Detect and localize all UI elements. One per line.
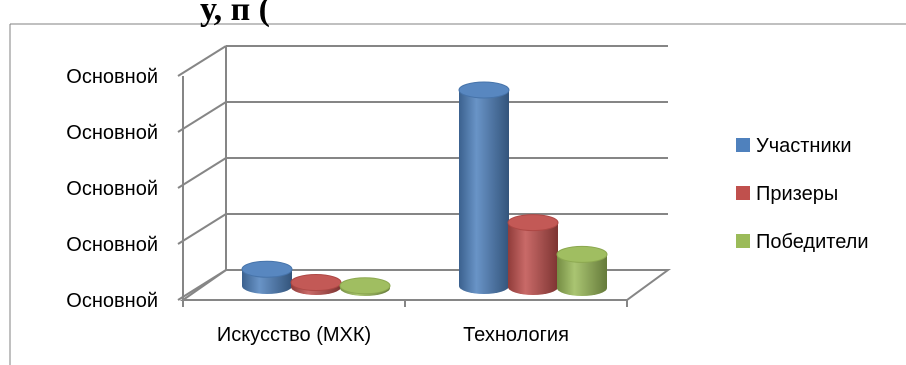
bar-1-1 bbox=[241, 260, 293, 294]
legend-label: Победители bbox=[756, 231, 869, 253]
bar-top bbox=[241, 260, 293, 278]
bar-1-3 bbox=[339, 277, 391, 296]
legend-label: Участники bbox=[756, 135, 852, 157]
bar-body bbox=[557, 254, 607, 296]
bar-1-2 bbox=[290, 274, 342, 295]
x-category-label: Технология bbox=[463, 324, 569, 346]
legend: Участники Призеры Победители bbox=[736, 135, 869, 253]
wall-gridline bbox=[177, 101, 227, 133]
y-axis-ticks: Основной Основной Основной Основной Основной bbox=[66, 66, 158, 312]
bar-top bbox=[556, 245, 608, 263]
legend-swatch bbox=[736, 234, 750, 248]
bar-body bbox=[459, 90, 509, 294]
bar-top bbox=[339, 277, 391, 295]
bar-top bbox=[507, 214, 559, 232]
chart-title-fragment: у, п ( bbox=[200, 0, 270, 28]
legend-swatch bbox=[736, 186, 750, 200]
wall-gridline bbox=[177, 269, 227, 301]
legend-label: Призеры bbox=[756, 183, 838, 205]
y-tick-label: Основной bbox=[66, 290, 158, 312]
bar-2-2 bbox=[507, 214, 559, 295]
bar-2-3 bbox=[556, 245, 608, 296]
y-tick-label: Основной bbox=[66, 122, 158, 144]
bars bbox=[241, 81, 608, 296]
bar-top bbox=[458, 81, 510, 99]
x-category-label: Искусство (МХК) bbox=[217, 324, 371, 346]
y-tick-label: Основной bbox=[66, 234, 158, 256]
x-axis-categories: Искусство (МХК) Технология bbox=[217, 324, 569, 346]
wall-gridline bbox=[177, 45, 227, 77]
bar-2-1 bbox=[458, 81, 510, 294]
wall-gridline bbox=[177, 213, 227, 245]
bar-body bbox=[508, 222, 558, 295]
bar-top bbox=[290, 274, 342, 292]
y-tick-label: Основной bbox=[66, 66, 158, 88]
legend-swatch bbox=[736, 138, 750, 152]
wall-gridline bbox=[177, 157, 227, 189]
grid bbox=[177, 45, 672, 307]
y-tick-label: Основной bbox=[66, 178, 158, 200]
